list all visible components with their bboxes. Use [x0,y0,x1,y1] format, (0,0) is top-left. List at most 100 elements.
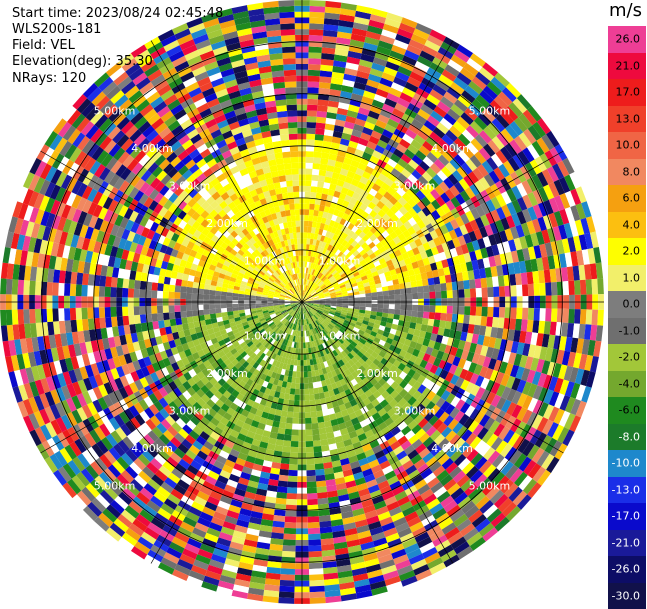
velocity-gate [105,317,112,328]
velocity-gate [411,287,417,294]
velocity-gate [434,313,441,321]
velocity-gate [580,309,587,324]
velocity-gate [186,305,192,311]
velocity-gate [306,435,313,441]
velocity-gate [274,509,286,516]
velocity-gate [288,476,298,482]
velocity-gate [163,284,170,292]
velocity-gate [128,315,135,325]
velocity-gate [309,551,323,558]
velocity-gate [440,283,447,291]
velocity-gate [458,281,465,290]
velocity-gate [291,441,299,447]
velocity-gate [316,405,323,412]
velocity-gate [180,286,186,293]
velocity-gate [492,276,499,287]
velocity-gate [309,23,324,30]
velocity-gate [372,296,378,300]
velocity-gate [275,445,284,452]
velocity-gate [309,394,315,400]
velocity-gate [563,281,570,295]
velocity-gate [209,309,215,314]
velocity-gate [105,287,111,298]
velocity-gate [297,354,300,360]
velocity-gate [406,310,412,316]
velocity-gate [429,285,436,292]
velocity-gate [157,313,164,321]
velocity-gate [412,305,418,311]
velocity-gate [81,308,87,320]
velocity-gate [433,277,440,285]
velocity-gate [128,288,134,297]
velocity-gate [445,275,452,284]
velocity-gate [306,447,314,453]
velocity-gate [308,539,321,545]
velocity-gate [307,116,317,122]
velocity-gate [295,389,300,395]
velocity-gate [440,313,447,321]
velocity-gate [317,105,328,112]
velocity-gate [209,290,215,295]
velocity-gate [305,180,312,186]
velocity-gate [291,383,296,389]
velocity-gate [316,475,326,482]
velocity-gate [316,117,326,124]
velocity-gate [139,306,145,315]
velocity-gate [509,318,516,330]
velocity-gate [315,128,325,135]
velocity-gate [285,510,296,516]
velocity-gate [308,58,321,64]
velocity-gate [534,308,540,321]
velocity-gate [298,343,301,349]
velocity-gate [193,316,200,323]
velocity-gate [209,295,215,300]
velocity-gate [273,515,285,522]
velocity-gate [416,317,423,324]
velocity-gate [316,481,326,488]
velocity-gate [278,481,288,488]
velocity-gate [289,458,298,464]
velocity-gate [221,308,227,313]
velocity-gate [283,539,296,545]
velocity-gate [286,499,297,505]
velocity-gate [304,215,309,221]
velocity-gate [110,287,116,297]
velocity-gate [12,309,19,324]
velocity-gate [279,469,289,476]
velocity-gate [499,286,505,297]
velocity-gate [313,440,321,447]
velocity-gate [319,164,327,171]
velocity-gate [64,283,70,296]
velocity-gate [281,411,288,418]
velocity-gate [312,175,319,182]
velocity-gate [292,418,299,424]
velocity-gate [281,563,295,570]
velocity-gate [277,433,285,440]
velocity-gate [307,499,318,505]
velocity-gate [82,319,89,331]
velocity-gate [295,383,300,389]
velocity-gate [306,464,315,470]
velocity-gate [319,428,327,435]
velocity-gate [411,316,418,323]
velocity-gate [320,158,328,165]
velocity-gate [383,295,389,300]
velocity-gate [282,446,290,453]
velocity-gate [291,435,298,441]
velocity-gate [315,469,325,476]
velocity-gate [309,568,323,575]
velocity-gate [305,424,312,430]
velocity-gate [499,307,505,318]
velocity-gate [303,250,306,256]
velocity-gate [256,303,262,306]
velocity-gate [244,297,250,300]
velocity-gate [134,289,140,298]
velocity-gate [447,306,453,314]
velocity-gate [516,308,522,320]
velocity-gate [521,319,528,331]
velocity-gate [151,290,157,298]
velocity-gate [64,308,70,321]
velocity-gate [123,279,130,289]
velocity-gate [76,308,82,320]
velocity-gate [312,169,319,176]
